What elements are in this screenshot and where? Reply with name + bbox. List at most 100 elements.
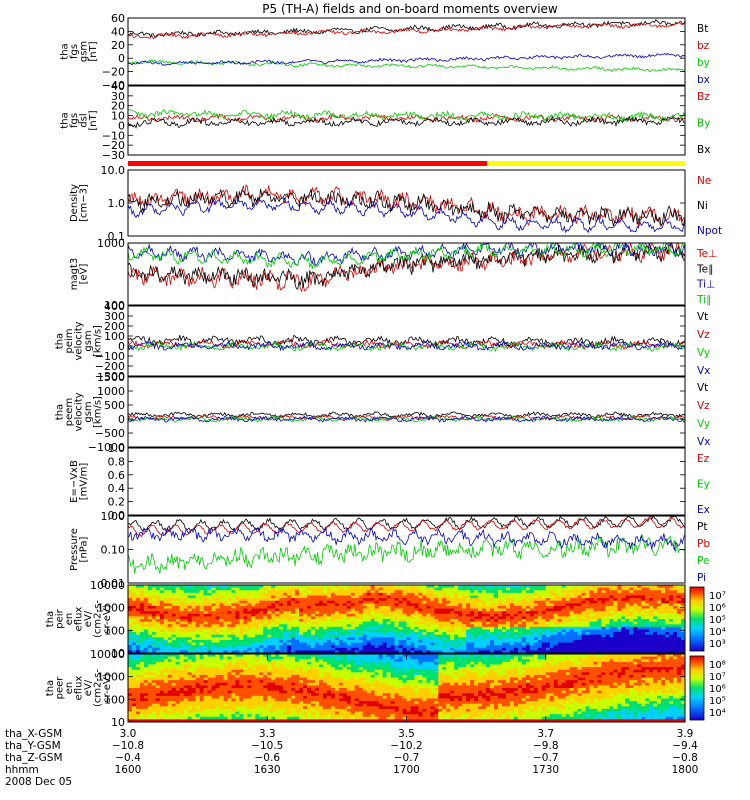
heatmap-cell <box>275 698 280 702</box>
heatmap-cell <box>291 595 296 599</box>
heatmap-cell <box>207 624 213 628</box>
heatmap-cell <box>271 672 276 676</box>
heatmap-cell <box>283 603 288 607</box>
heatmap-cell <box>239 626 244 630</box>
heatmap-cell <box>231 650 236 654</box>
heatmap-cell <box>255 645 260 649</box>
heatmap-cell <box>207 587 213 591</box>
heatmap-cell <box>641 587 646 591</box>
heatmap-cell <box>231 708 236 713</box>
heatmap-cell <box>617 587 622 591</box>
heatmap-cell <box>474 647 479 651</box>
heatmap-cell <box>529 650 535 654</box>
heatmap-cell <box>466 645 471 649</box>
page-title: P5 (TH-A) fields and on-board moments ov… <box>262 2 558 16</box>
heatmap-cell <box>462 585 467 589</box>
heatmap-cell <box>665 592 670 596</box>
heatmap-cell <box>128 590 133 594</box>
heatmap-cell <box>231 605 236 610</box>
legend-entry: Pe <box>697 555 709 567</box>
heatmap-cell <box>498 632 503 636</box>
heatmap-cell <box>211 672 217 676</box>
heatmap-cell <box>215 690 221 694</box>
heatmap-cell <box>199 706 205 710</box>
heatmap-cell <box>482 590 487 594</box>
heatmap-cell <box>657 616 662 620</box>
heatmap-cell <box>147 719 153 723</box>
heatmap-cell <box>179 667 185 671</box>
heatmap-cell <box>203 667 209 671</box>
heatmap-cell <box>131 693 137 697</box>
heatmap-cell <box>279 642 284 646</box>
heatmap-cell <box>163 619 169 623</box>
heatmap-cell <box>378 608 384 612</box>
heatmap-cell <box>442 621 447 625</box>
heatmap-cell <box>486 645 491 649</box>
heatmap-cell <box>430 629 435 633</box>
heatmap-cell <box>589 619 594 623</box>
heatmap-cell <box>470 611 475 615</box>
heatmap-cell <box>410 637 415 641</box>
heatmap-cell <box>139 693 145 697</box>
heatmap-cell <box>537 595 543 599</box>
heatmap-cell <box>175 598 181 602</box>
heatmap-cell <box>239 647 244 651</box>
heatmap-cell <box>243 613 248 617</box>
heatmap-cell <box>665 637 670 641</box>
heatmap-cell <box>577 650 583 654</box>
heatmap-cell <box>621 645 626 649</box>
heatmap-cell <box>199 667 205 671</box>
heatmap-cell <box>517 605 523 610</box>
heatmap-cell <box>378 650 384 654</box>
heatmap-cell <box>669 634 674 638</box>
heatmap-cell <box>406 624 411 628</box>
heatmap-cell <box>330 592 336 596</box>
heatmap-cell <box>649 585 654 589</box>
heatmap-cell <box>211 654 217 658</box>
heatmap-cell <box>585 600 591 604</box>
heatmap-cell <box>330 611 336 615</box>
heatmap-cell <box>159 664 165 668</box>
heatmap-cell <box>629 605 634 610</box>
heatmap-cell <box>645 634 650 638</box>
heatmap-cell <box>299 592 304 596</box>
heatmap-cell <box>211 664 217 668</box>
heatmap-cell <box>231 698 236 702</box>
heatmap-cell <box>613 642 618 646</box>
heatmap-cell <box>398 621 404 625</box>
heatmap-cell <box>386 600 392 604</box>
y-axis-label-line: Pressure <box>69 528 80 571</box>
heatmap-cell <box>143 706 149 710</box>
heatmap-cell <box>585 647 591 651</box>
heatmap-cell <box>669 639 674 644</box>
heatmap-cell <box>537 637 543 641</box>
heatmap-cell <box>231 647 236 651</box>
heatmap-cell <box>143 661 149 665</box>
heatmap-cell <box>577 605 583 610</box>
heatmap-cell <box>673 608 678 612</box>
y-tick-label: −30 <box>102 149 125 162</box>
heatmap-cell <box>203 592 209 596</box>
heatmap-cell <box>295 659 300 663</box>
heatmap-cell <box>163 603 169 607</box>
heatmap-cell <box>307 624 312 628</box>
heatmap-cell <box>183 669 189 673</box>
heatmap-cell <box>314 603 320 607</box>
heatmap-cell <box>135 714 141 718</box>
heatmap-cell <box>501 587 507 591</box>
heatmap-cell <box>517 595 523 599</box>
heatmap-cell <box>330 647 336 651</box>
heatmap-cell <box>139 667 145 671</box>
heatmap-cell <box>625 634 630 638</box>
heatmap-cell <box>259 600 264 604</box>
heatmap-cell <box>247 661 252 665</box>
heatmap-cell <box>434 632 439 636</box>
heatmap-cell <box>199 685 205 689</box>
heatmap-cell <box>307 600 312 604</box>
legend-entry: Vy <box>697 347 710 359</box>
heatmap-cell <box>227 603 232 607</box>
heatmap-cell <box>143 637 149 641</box>
heatmap-cell <box>183 656 189 660</box>
heatmap-cell <box>517 598 523 602</box>
heatmap-cell <box>267 654 272 658</box>
